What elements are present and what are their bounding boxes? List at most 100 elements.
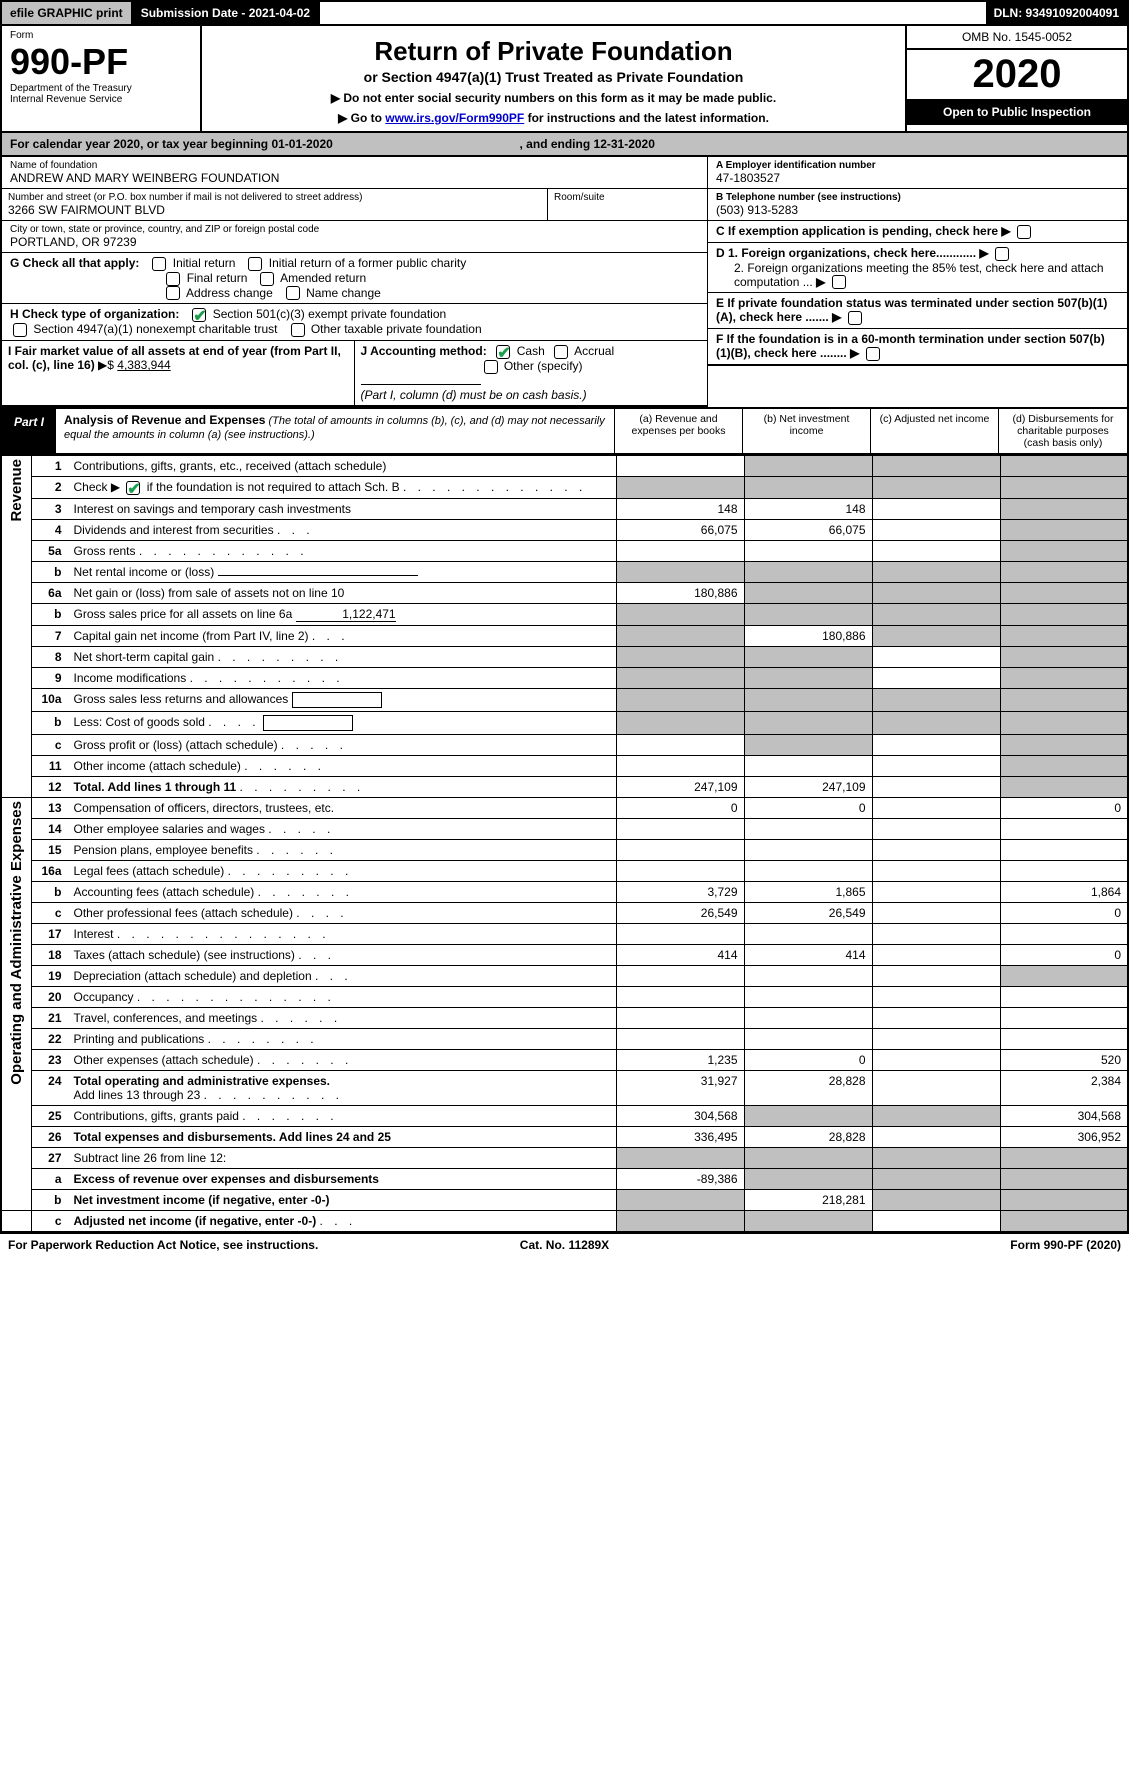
desc-22: Printing and publications bbox=[74, 1032, 205, 1046]
j-accrual: Accrual bbox=[574, 344, 614, 358]
ln-22: 22 bbox=[32, 1028, 68, 1049]
open-to-public: Open to Public Inspection bbox=[907, 99, 1127, 125]
foundation-city: PORTLAND, OR 97239 bbox=[10, 235, 699, 249]
amt-12b: 247,109 bbox=[744, 776, 872, 797]
desc-8: Net short-term capital gain bbox=[74, 650, 215, 664]
amt-3b: 148 bbox=[744, 498, 872, 519]
form-note-1: ▶ Do not enter social security numbers o… bbox=[212, 91, 895, 105]
ln-16a: 16a bbox=[32, 860, 68, 881]
part1-tab: Part I bbox=[2, 409, 56, 453]
amt-13a: 0 bbox=[616, 797, 744, 818]
note2-pre: ▶ Go to bbox=[338, 111, 385, 125]
g-opt-4: Address change bbox=[186, 286, 273, 300]
g-amended-checkbox[interactable] bbox=[260, 272, 274, 286]
top-bar: efile GRAPHIC print Submission Date - 20… bbox=[0, 0, 1129, 26]
amt-23b: 0 bbox=[744, 1049, 872, 1070]
part1-table: Revenue 1 Contributions, gifts, grants, … bbox=[0, 455, 1129, 1233]
ln-10a: 10a bbox=[32, 688, 68, 711]
g-address-change-checkbox[interactable] bbox=[166, 286, 180, 300]
amt-26b: 28,828 bbox=[744, 1126, 872, 1147]
j-other-checkbox[interactable] bbox=[484, 360, 498, 374]
ein-label: A Employer identification number bbox=[716, 160, 1119, 171]
desc-19: Depreciation (attach schedule) and deple… bbox=[74, 969, 312, 983]
note2-post: for instructions and the latest informat… bbox=[524, 111, 769, 125]
ln-25: 25 bbox=[32, 1105, 68, 1126]
ln-10c: c bbox=[32, 734, 68, 755]
amt-16cb: 26,549 bbox=[744, 902, 872, 923]
ln-1: 1 bbox=[32, 455, 68, 476]
amt-23d: 520 bbox=[1000, 1049, 1128, 1070]
sch-b-checkbox[interactable] bbox=[126, 481, 140, 495]
amt-26d: 306,952 bbox=[1000, 1126, 1128, 1147]
h-other-taxable-checkbox[interactable] bbox=[291, 323, 305, 337]
desc-6a: Net gain or (loss) from sale of assets n… bbox=[68, 582, 617, 603]
g-name-change-checkbox[interactable] bbox=[286, 286, 300, 300]
desc-2-pre: Check ▶ bbox=[74, 480, 124, 494]
section-g: G Check all that apply: Initial return I… bbox=[2, 253, 707, 304]
ln-21: 21 bbox=[32, 1007, 68, 1028]
h-501c3-checkbox[interactable] bbox=[192, 308, 206, 322]
col-a-header: (a) Revenue and expenses per books bbox=[615, 409, 743, 453]
expenses-side-label: Operating and Administrative Expenses bbox=[8, 801, 25, 1085]
desc-9: Income modifications bbox=[74, 671, 187, 685]
desc-6b-pre: Gross sales price for all assets on line… bbox=[74, 607, 296, 621]
part1-title: Analysis of Revenue and Expenses bbox=[64, 413, 265, 427]
revenue-side-label: Revenue bbox=[8, 459, 25, 522]
part1-header: Part I Analysis of Revenue and Expenses … bbox=[0, 407, 1129, 455]
footer-left: For Paperwork Reduction Act Notice, see … bbox=[8, 1238, 379, 1252]
desc-16c: Other professional fees (attach schedule… bbox=[74, 906, 293, 920]
desc-10c: Gross profit or (loss) (attach schedule) bbox=[74, 738, 278, 752]
g-opt-5: Name change bbox=[306, 286, 381, 300]
ln-5a: 5a bbox=[32, 540, 68, 561]
section-h: H Check type of organization: Section 50… bbox=[2, 304, 707, 341]
amt-26a: 336,495 bbox=[616, 1126, 744, 1147]
cal-end: , and ending 12-31-2020 bbox=[520, 137, 655, 151]
amt-18a: 414 bbox=[616, 944, 744, 965]
amt-13d: 0 bbox=[1000, 797, 1128, 818]
j-cash-checkbox[interactable] bbox=[496, 345, 510, 359]
d1-checkbox[interactable] bbox=[995, 247, 1009, 261]
c-checkbox[interactable] bbox=[1017, 225, 1031, 239]
ln-6b: b bbox=[32, 603, 68, 625]
h-label: H Check type of organization: bbox=[10, 307, 179, 321]
form-note-2: ▶ Go to www.irs.gov/Form990PF for instru… bbox=[212, 111, 895, 125]
cal-begin: For calendar year 2020, or tax year begi… bbox=[10, 137, 333, 151]
g-initial-former-checkbox[interactable] bbox=[248, 257, 262, 271]
e-label: E If private foundation status was termi… bbox=[716, 296, 1107, 324]
amt-16cd: 0 bbox=[1000, 902, 1128, 923]
desc-7: Capital gain net income (from Part IV, l… bbox=[74, 629, 309, 643]
desc-27b: Net investment income (if negative, ente… bbox=[74, 1193, 330, 1207]
f-checkbox[interactable] bbox=[866, 347, 880, 361]
amt-13b: 0 bbox=[744, 797, 872, 818]
h-4947-checkbox[interactable] bbox=[13, 323, 27, 337]
desc-3: Interest on savings and temporary cash i… bbox=[68, 498, 617, 519]
g-final-return-checkbox[interactable] bbox=[166, 272, 180, 286]
desc-11: Other income (attach schedule) bbox=[74, 759, 241, 773]
desc-25: Contributions, gifts, grants paid bbox=[74, 1109, 239, 1123]
ln-27b: b bbox=[32, 1189, 68, 1210]
amt-16bb: 1,865 bbox=[744, 881, 872, 902]
dept-line-1: Department of the Treasury bbox=[10, 83, 192, 94]
desc-2-post: if the foundation is not required to att… bbox=[143, 480, 399, 494]
amt-16bd: 1,864 bbox=[1000, 881, 1128, 902]
ln-3: 3 bbox=[32, 498, 68, 519]
d2-checkbox[interactable] bbox=[832, 275, 846, 289]
irs-link[interactable]: www.irs.gov/Form990PF bbox=[385, 111, 524, 125]
form-title: Return of Private Foundation bbox=[212, 36, 895, 67]
c-label: C If exemption application is pending, c… bbox=[716, 224, 998, 238]
e-checkbox[interactable] bbox=[848, 311, 862, 325]
city-label: City or town, state or province, country… bbox=[10, 224, 699, 235]
ln-4: 4 bbox=[32, 519, 68, 540]
dept-line-2: Internal Revenue Service bbox=[10, 94, 192, 105]
desc-24: Total operating and administrative expen… bbox=[74, 1074, 331, 1088]
f-label: F If the foundation is in a 60-month ter… bbox=[716, 332, 1105, 360]
name-label: Name of foundation bbox=[10, 160, 699, 171]
desc-26: Total expenses and disbursements. Add li… bbox=[74, 1130, 391, 1144]
j-accrual-checkbox[interactable] bbox=[554, 345, 568, 359]
ln-19: 19 bbox=[32, 965, 68, 986]
desc-23: Other expenses (attach schedule) bbox=[74, 1053, 254, 1067]
ln-16c: c bbox=[32, 902, 68, 923]
g-initial-return-checkbox[interactable] bbox=[152, 257, 166, 271]
col-b-header: (b) Net investment income bbox=[743, 409, 871, 453]
amt-16ca: 26,549 bbox=[616, 902, 744, 923]
